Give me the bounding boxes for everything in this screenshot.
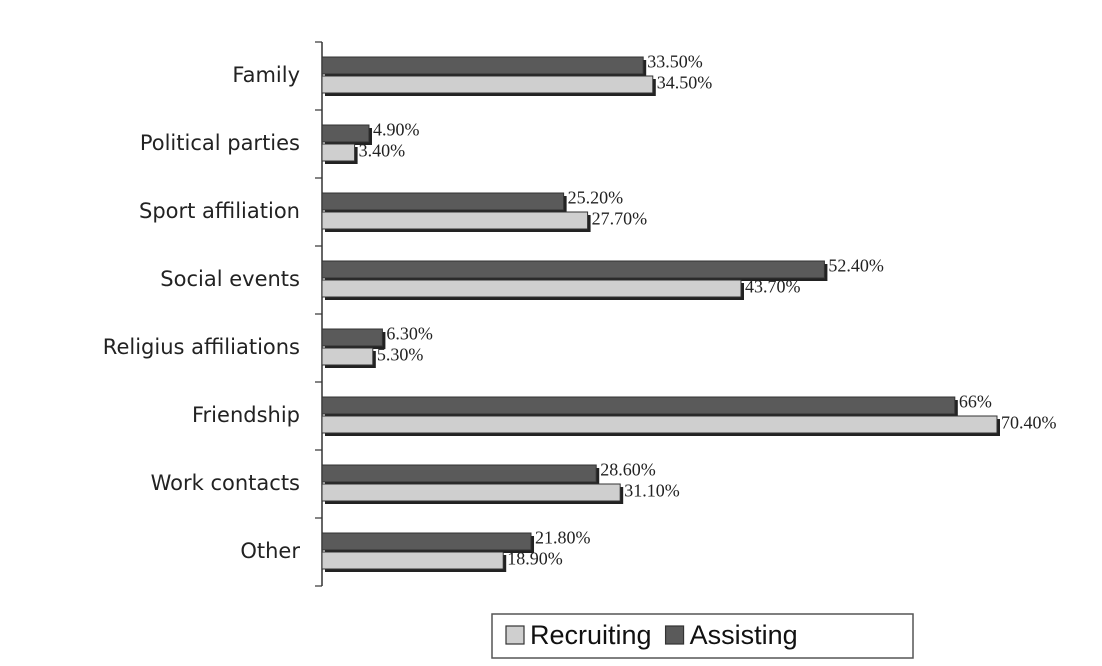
value-label: 27.70%	[592, 209, 648, 229]
category-label: Political parties	[140, 131, 300, 155]
bar	[321, 211, 589, 230]
bar	[321, 464, 597, 483]
bar	[321, 551, 504, 570]
bar	[321, 483, 621, 502]
category-label: Religius affiliations	[103, 335, 300, 359]
bar	[321, 532, 532, 551]
legend-label: Assisting	[690, 620, 798, 650]
bar	[321, 260, 825, 279]
bar	[321, 143, 356, 162]
bar	[321, 396, 956, 415]
value-label: 43.70%	[745, 277, 801, 297]
bar	[321, 328, 383, 347]
legend-label: Recruiting	[530, 620, 652, 650]
value-label: 28.60%	[600, 460, 656, 480]
category-label: Sport affiliation	[139, 199, 300, 223]
value-label: 70.40%	[1001, 413, 1057, 433]
value-label: 25.20%	[568, 188, 624, 208]
value-label: 34.50%	[657, 73, 713, 93]
bar	[321, 192, 565, 211]
value-label: 6.30%	[386, 324, 433, 344]
value-label: 3.40%	[359, 141, 406, 161]
legend-swatch	[505, 625, 525, 645]
bar	[321, 347, 374, 366]
category-label: Friendship	[192, 403, 300, 427]
value-label: 5.30%	[377, 345, 424, 365]
value-label: 21.80%	[535, 528, 591, 548]
legend-box	[491, 613, 914, 659]
category-label: Work contacts	[151, 471, 300, 495]
value-label: 18.90%	[507, 549, 563, 569]
bar	[321, 279, 742, 298]
bar	[321, 415, 998, 434]
value-label: 66%	[959, 392, 992, 412]
category-label: Other	[240, 539, 300, 563]
value-label: 31.10%	[624, 481, 680, 501]
bar	[321, 75, 654, 94]
value-label: 4.90%	[373, 120, 420, 140]
category-label: Social events	[160, 267, 300, 291]
value-label: 52.40%	[828, 256, 884, 276]
category-label: Family	[232, 63, 300, 87]
bar	[321, 124, 370, 143]
value-label: 33.50%	[647, 52, 703, 72]
legend-swatch	[664, 625, 685, 645]
bar	[321, 56, 644, 75]
